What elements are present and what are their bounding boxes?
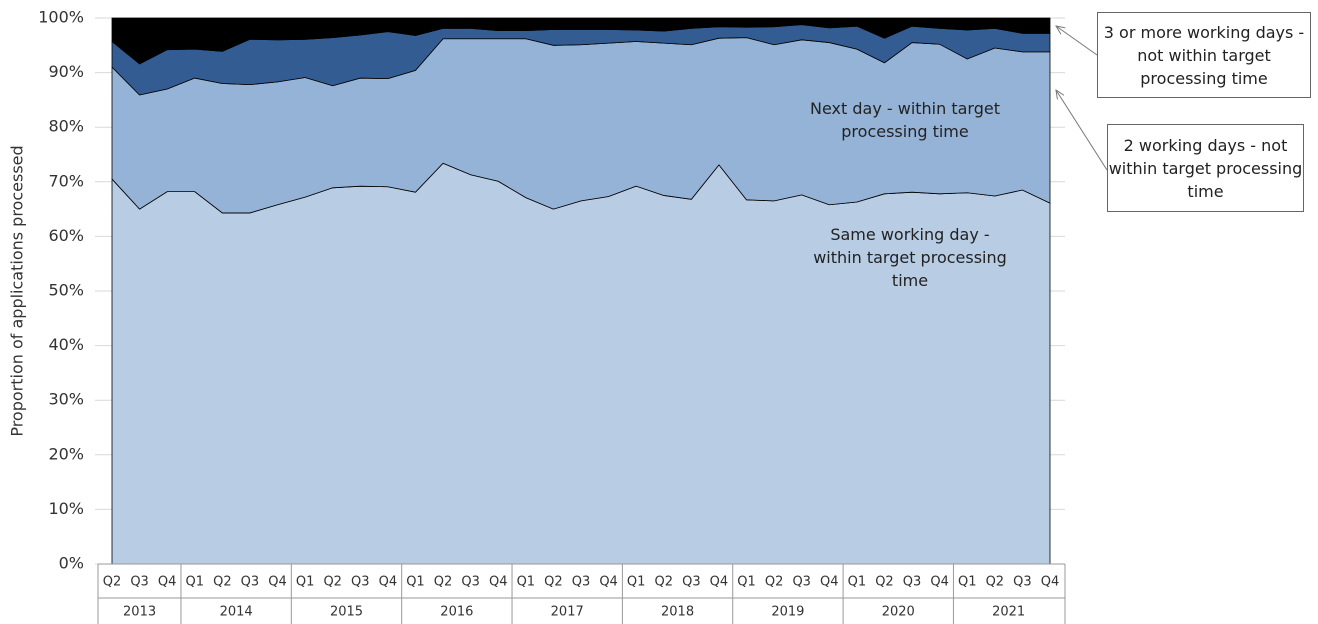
- x-tick-label: Q4: [710, 575, 729, 590]
- x-tick-label: Q2: [323, 575, 342, 590]
- y-tick-label: 80%: [48, 117, 84, 136]
- x-tick-label: Q2: [434, 575, 453, 590]
- x-tick-label: Q1: [848, 575, 867, 590]
- x-group-label: 2018: [661, 605, 694, 620]
- x-tick-label: Q4: [158, 575, 177, 590]
- x-tick-label: Q2: [986, 575, 1005, 590]
- x-tick-label: Q4: [268, 575, 287, 590]
- x-tick-label: Q3: [241, 575, 260, 590]
- x-group-label: 2019: [771, 605, 804, 620]
- x-axis: Q2 Q3 Q4 Q1 Q2 Q3 Q4 Q1 Q2 Q3 Q4 Q1 Q2 Q3 Q4 Q1 Q2 Q3 Q4 Q1…: [97, 563, 1066, 624]
- legend-box: 2 working days - not within target proce…: [1107, 124, 1304, 212]
- x-tick-label: Q4: [930, 575, 949, 590]
- x-tick-label: Q1: [517, 575, 536, 590]
- x-group-label: 2016: [440, 605, 473, 620]
- y-axis-label: Proportion of applications processed: [8, 145, 27, 436]
- x-tick-label: Q1: [186, 575, 205, 590]
- x-group-label: 2021: [992, 605, 1025, 620]
- x-tick-label: Q2: [875, 575, 894, 590]
- legend-box: 3 or more working days - not within targ…: [1097, 12, 1311, 98]
- y-tick-label: 40%: [48, 335, 84, 354]
- x-tick-label: Q1: [737, 575, 756, 590]
- x-tick-label: Q3: [130, 575, 149, 590]
- x-tick-label: Q4: [820, 575, 839, 590]
- x-tick-label: Q1: [296, 575, 315, 590]
- x-group-label: 2020: [882, 605, 915, 620]
- y-tick-label: 100%: [38, 8, 84, 27]
- y-tick-label: 30%: [48, 390, 84, 409]
- x-group-label: 2017: [551, 605, 584, 620]
- x-tick-label: Q2: [655, 575, 674, 590]
- x-tick-label: Q3: [903, 575, 922, 590]
- x-tick-label: Q4: [599, 575, 618, 590]
- series-label: Same working day - within target process…: [813, 225, 1007, 290]
- x-tick-label: Q2: [103, 575, 122, 590]
- y-tick-label: 10%: [48, 499, 84, 518]
- x-tick-label: Q3: [572, 575, 591, 590]
- x-tick-label: Q1: [406, 575, 425, 590]
- x-tick-label: Q3: [1013, 575, 1032, 590]
- y-tick-label: 0%: [59, 554, 84, 573]
- x-group-label: 2015: [330, 605, 363, 620]
- y-tick-label: 50%: [48, 281, 84, 300]
- x-tick-label: Q1: [627, 575, 646, 590]
- x-tick-label: Q4: [1041, 575, 1060, 590]
- x-tick-label: Q1: [958, 575, 977, 590]
- x-tick-label: Q2: [765, 575, 784, 590]
- x-tick-label: Q3: [792, 575, 811, 590]
- x-tick-label: Q2: [544, 575, 563, 590]
- x-tick-label: Q2: [213, 575, 232, 590]
- callout-arrow: [1056, 90, 1108, 171]
- series-label: Next day - within target processing time: [810, 99, 1000, 141]
- area: [111, 17, 1051, 65]
- y-tick-label: 20%: [48, 444, 84, 463]
- x-tick-label: Q3: [351, 575, 370, 590]
- x-tick-label: Q3: [461, 575, 480, 590]
- x-tick-label: Q4: [489, 575, 508, 590]
- x-group-label: 2013: [123, 605, 156, 620]
- x-tick-label: Q3: [682, 575, 701, 590]
- y-tick-label: 60%: [48, 226, 84, 245]
- x-tick-label: Q4: [379, 575, 398, 590]
- x-group-label: 2014: [220, 605, 253, 620]
- callout-arrow: [1056, 26, 1098, 56]
- y-tick-label: 70%: [48, 171, 84, 190]
- y-tick-label: 90%: [48, 62, 84, 81]
